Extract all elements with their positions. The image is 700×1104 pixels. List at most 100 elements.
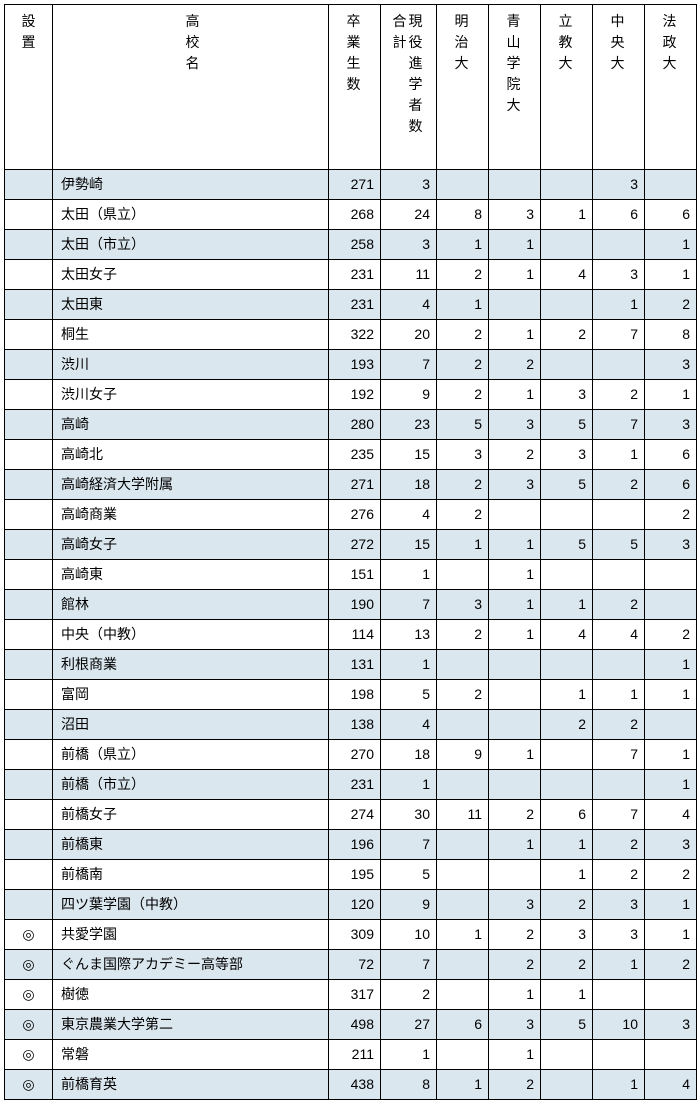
cell-hosei: 8 [645, 320, 697, 350]
header-chuo: 中央大 [593, 5, 645, 170]
cell-aoyama: 1 [489, 590, 541, 620]
cell-setchi [5, 290, 53, 320]
cell-meiji: 2 [437, 260, 489, 290]
cell-setchi: ◎ [5, 1010, 53, 1040]
cell-aoyama [489, 770, 541, 800]
cell-meiji: 1 [437, 530, 489, 560]
cell-grad: 498 [329, 1010, 381, 1040]
cell-setchi [5, 530, 53, 560]
cell-setchi: ◎ [5, 980, 53, 1010]
header-aoyama: 青山学院大 [489, 5, 541, 170]
cell-rikkyo [541, 740, 593, 770]
cell-rikkyo: 3 [541, 920, 593, 950]
cell-rikkyo: 4 [541, 260, 593, 290]
cell-name: 高崎北 [53, 440, 329, 470]
cell-aoyama: 3 [489, 200, 541, 230]
cell-meiji [437, 890, 489, 920]
cell-chuo [593, 1040, 645, 1070]
cell-aoyama: 1 [489, 740, 541, 770]
cell-grad: 271 [329, 470, 381, 500]
cell-total: 1 [381, 770, 437, 800]
cell-name: 渋川 [53, 350, 329, 380]
table-row: 高崎北2351532316 [5, 440, 697, 470]
cell-rikkyo: 1 [541, 860, 593, 890]
cell-chuo: 7 [593, 410, 645, 440]
cell-grad: 322 [329, 320, 381, 350]
cell-name: 桐生 [53, 320, 329, 350]
cell-hosei: 1 [645, 920, 697, 950]
cell-chuo: 1 [593, 440, 645, 470]
cell-setchi: ◎ [5, 1070, 53, 1100]
cell-grad: 114 [329, 620, 381, 650]
cell-rikkyo [541, 290, 593, 320]
table-row: 伊勢崎27133 [5, 170, 697, 200]
table-row: ◎ぐんま国際アカデミー高等部7272212 [5, 950, 697, 980]
cell-chuo: 1 [593, 290, 645, 320]
cell-rikkyo: 1 [541, 830, 593, 860]
cell-grad: 270 [329, 740, 381, 770]
cell-chuo: 3 [593, 170, 645, 200]
cell-name: 高崎東 [53, 560, 329, 590]
table-row: 高崎経済大学附属2711823526 [5, 470, 697, 500]
cell-name: 高崎女子 [53, 530, 329, 560]
cell-setchi [5, 200, 53, 230]
cell-chuo: 7 [593, 800, 645, 830]
cell-hosei [645, 590, 697, 620]
cell-aoyama: 2 [489, 1070, 541, 1100]
table-row: ◎前橋育英43881214 [5, 1070, 697, 1100]
cell-meiji: 1 [437, 1070, 489, 1100]
cell-name: 前橋南 [53, 860, 329, 890]
table-row: 中央（中教）1141321442 [5, 620, 697, 650]
cell-setchi [5, 740, 53, 770]
table-row: ◎共愛学園3091012331 [5, 920, 697, 950]
table-row: 館林19073112 [5, 590, 697, 620]
cell-meiji [437, 830, 489, 860]
cell-name: 東京農業大学第二 [53, 1010, 329, 1040]
cell-name: 太田（市立） [53, 230, 329, 260]
cell-grad: 120 [329, 890, 381, 920]
cell-hosei: 4 [645, 1070, 697, 1100]
cell-name: 四ツ葉学園（中教） [53, 890, 329, 920]
cell-aoyama: 3 [489, 1010, 541, 1040]
cell-grad: 131 [329, 650, 381, 680]
cell-setchi [5, 170, 53, 200]
header-total: 合計現役進学者数 [381, 5, 437, 170]
cell-hosei: 6 [645, 440, 697, 470]
cell-meiji: 8 [437, 200, 489, 230]
table-row: 前橋東19671123 [5, 830, 697, 860]
cell-chuo [593, 350, 645, 380]
cell-rikkyo [541, 560, 593, 590]
cell-rikkyo: 3 [541, 380, 593, 410]
cell-rikkyo [541, 1040, 593, 1070]
cell-name: 樹徳 [53, 980, 329, 1010]
cell-total: 7 [381, 830, 437, 860]
cell-grad: 231 [329, 260, 381, 290]
table-row: ◎東京農業大学第二49827635103 [5, 1010, 697, 1040]
cell-setchi [5, 620, 53, 650]
cell-hosei [645, 170, 697, 200]
cell-meiji: 3 [437, 590, 489, 620]
cell-total: 9 [381, 380, 437, 410]
cell-total: 4 [381, 290, 437, 320]
cell-rikkyo: 1 [541, 590, 593, 620]
cell-setchi [5, 440, 53, 470]
cell-hosei: 2 [645, 620, 697, 650]
cell-setchi: ◎ [5, 950, 53, 980]
cell-setchi [5, 860, 53, 890]
cell-grad: 258 [329, 230, 381, 260]
cell-aoyama [489, 290, 541, 320]
cell-hosei: 3 [645, 410, 697, 440]
cell-total: 3 [381, 230, 437, 260]
cell-setchi [5, 560, 53, 590]
cell-rikkyo [541, 650, 593, 680]
cell-total: 23 [381, 410, 437, 440]
cell-name: 高崎商業 [53, 500, 329, 530]
table-body: 伊勢崎27133太田（県立）2682483166太田（市立）2583111太田女… [5, 170, 697, 1100]
cell-chuo: 2 [593, 470, 645, 500]
cell-meiji: 3 [437, 440, 489, 470]
table-row: 渋川1937223 [5, 350, 697, 380]
cell-grad: 211 [329, 1040, 381, 1070]
cell-grad: 309 [329, 920, 381, 950]
cell-meiji: 1 [437, 230, 489, 260]
cell-aoyama: 1 [489, 830, 541, 860]
